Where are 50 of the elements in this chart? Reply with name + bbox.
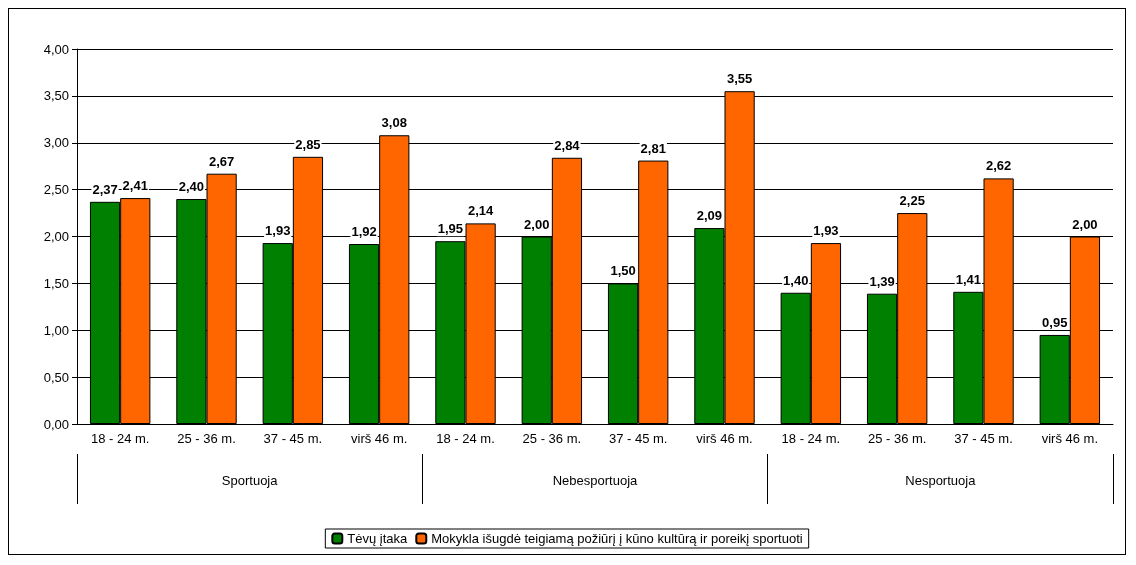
data-label: 3,08 bbox=[381, 115, 407, 131]
data-label: 2,25 bbox=[899, 193, 925, 209]
data-label: 2,41 bbox=[122, 178, 148, 194]
y-tick-label: 3,50 bbox=[43, 88, 69, 104]
data-label: 2,62 bbox=[985, 158, 1012, 174]
data-label: 2,09 bbox=[696, 208, 723, 224]
data-label: 2,85 bbox=[295, 136, 321, 152]
text: Nesportuoja bbox=[905, 473, 977, 488]
data-label: 2,14 bbox=[467, 203, 495, 219]
y-tick-label: 2,00 bbox=[43, 229, 69, 244]
data-label: 2,00 bbox=[524, 216, 550, 232]
data-label: 2,84 bbox=[554, 137, 581, 153]
data-label: 2,40 bbox=[178, 179, 205, 194]
data-label: 1,39 bbox=[869, 273, 895, 289]
legend-label: Tėvų įtaka bbox=[347, 531, 409, 546]
data-label: 3,55 bbox=[726, 71, 753, 87]
y-tick-label: 0,50 bbox=[43, 369, 69, 385]
x-tick-label: 18 - 24 m. bbox=[781, 431, 841, 446]
data-label: 2,37 bbox=[92, 181, 118, 197]
y-tick-label: 1,50 bbox=[43, 275, 69, 291]
y-tick-label: 1,00 bbox=[43, 322, 69, 338]
text: Nebesportuoja bbox=[552, 473, 639, 488]
data-label: 2,67 bbox=[208, 153, 235, 169]
y-tick-label: 4,00 bbox=[43, 41, 69, 57]
data-label: 1,50 bbox=[610, 263, 636, 279]
data-label: 1,93 bbox=[813, 223, 839, 239]
data-label: 1,92 bbox=[351, 224, 377, 239]
x-tick-label: 25 - 36 m. bbox=[522, 431, 582, 446]
data-label: 1,41 bbox=[955, 271, 982, 287]
y-tick-label: 0,00 bbox=[43, 416, 69, 432]
x-tick-label: 25 - 36 m. bbox=[867, 431, 927, 446]
data-label: 1,93 bbox=[265, 223, 291, 239]
data-label: 1,40 bbox=[783, 272, 809, 288]
data-label: 2,00 bbox=[1072, 216, 1098, 232]
x-tick-label: 37 - 45 m. bbox=[954, 431, 1013, 446]
x-tick-label: 37 - 45 m. bbox=[263, 431, 323, 446]
x-tick-label: 18 - 24 m. bbox=[436, 431, 495, 446]
data-label: 2,81 bbox=[640, 140, 666, 156]
x-tick-label: 37 - 45 m. bbox=[608, 431, 668, 446]
x-tick-label: 18 - 24 m. bbox=[90, 431, 150, 446]
legend-label: Mokykla išugdė teigiamą požiūrį į kūno kultūrą ir poreikį sportuoti bbox=[431, 531, 803, 546]
data-label: 1,95 bbox=[437, 221, 464, 237]
x-tick-label: virš 46 m. bbox=[1041, 431, 1099, 446]
y-tick-label: 3,00 bbox=[43, 135, 69, 151]
text: Sportuoja bbox=[221, 473, 279, 488]
x-tick-label: virš 46 m. bbox=[696, 431, 753, 446]
x-tick-label: 25 - 36 m. bbox=[177, 431, 236, 446]
y-tick-label: 2,50 bbox=[43, 182, 69, 198]
x-tick-label: virš 46 m. bbox=[350, 431, 408, 446]
data-label: 0,95 bbox=[1042, 314, 1068, 330]
